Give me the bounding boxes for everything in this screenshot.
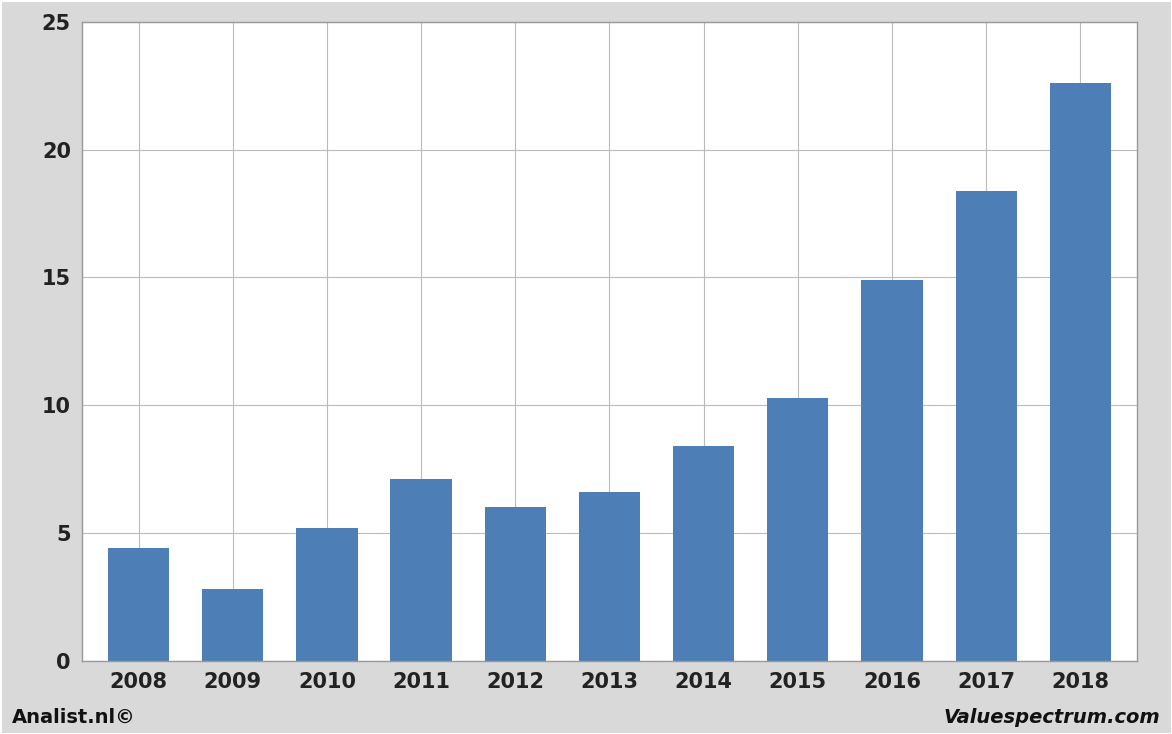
Bar (1050, 84, 1111, 661)
Bar (861, 280, 922, 661)
Bar (955, 191, 1017, 661)
Bar (297, 528, 357, 661)
Text: Valuespectrum.com: Valuespectrum.com (943, 708, 1160, 727)
Bar (673, 446, 734, 661)
Text: Analist.nl©: Analist.nl© (12, 708, 136, 727)
Bar (768, 398, 829, 661)
Bar (579, 492, 640, 661)
Bar (202, 589, 264, 661)
Bar (485, 507, 546, 661)
Bar (390, 479, 451, 661)
Bar (108, 548, 169, 661)
